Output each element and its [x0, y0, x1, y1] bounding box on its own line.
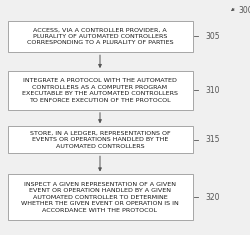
Text: INTEGRATE A PROTOCOL WITH THE AUTOMATED
CONTROLLERS AS A COMPUTER PROGRAM
EXECUT: INTEGRATE A PROTOCOL WITH THE AUTOMATED …	[22, 78, 178, 102]
Text: INSPECT A GIVEN REPRESENTATION OF A GIVEN
EVENT OR OPERATION HANDLED BY A GIVEN
: INSPECT A GIVEN REPRESENTATION OF A GIVE…	[21, 182, 179, 213]
Text: 300: 300	[239, 6, 250, 15]
FancyBboxPatch shape	[8, 126, 192, 153]
Text: ACCESS, VIA A CONTROLLER PROVIDER, A
PLURALITY OF AUTOMATED CONTROLLERS
CORRESPO: ACCESS, VIA A CONTROLLER PROVIDER, A PLU…	[27, 27, 173, 45]
Text: 320: 320	[205, 193, 220, 202]
FancyBboxPatch shape	[8, 21, 192, 52]
FancyBboxPatch shape	[8, 174, 192, 220]
Text: STORE, IN A LEDGER, REPRESENTATIONS OF
EVENTS OR OPERATIONS HANDLED BY THE
AUTOM: STORE, IN A LEDGER, REPRESENTATIONS OF E…	[30, 131, 170, 149]
Text: 315: 315	[205, 135, 220, 144]
Text: 305: 305	[205, 32, 220, 41]
Text: 310: 310	[205, 86, 220, 95]
FancyBboxPatch shape	[8, 71, 192, 110]
